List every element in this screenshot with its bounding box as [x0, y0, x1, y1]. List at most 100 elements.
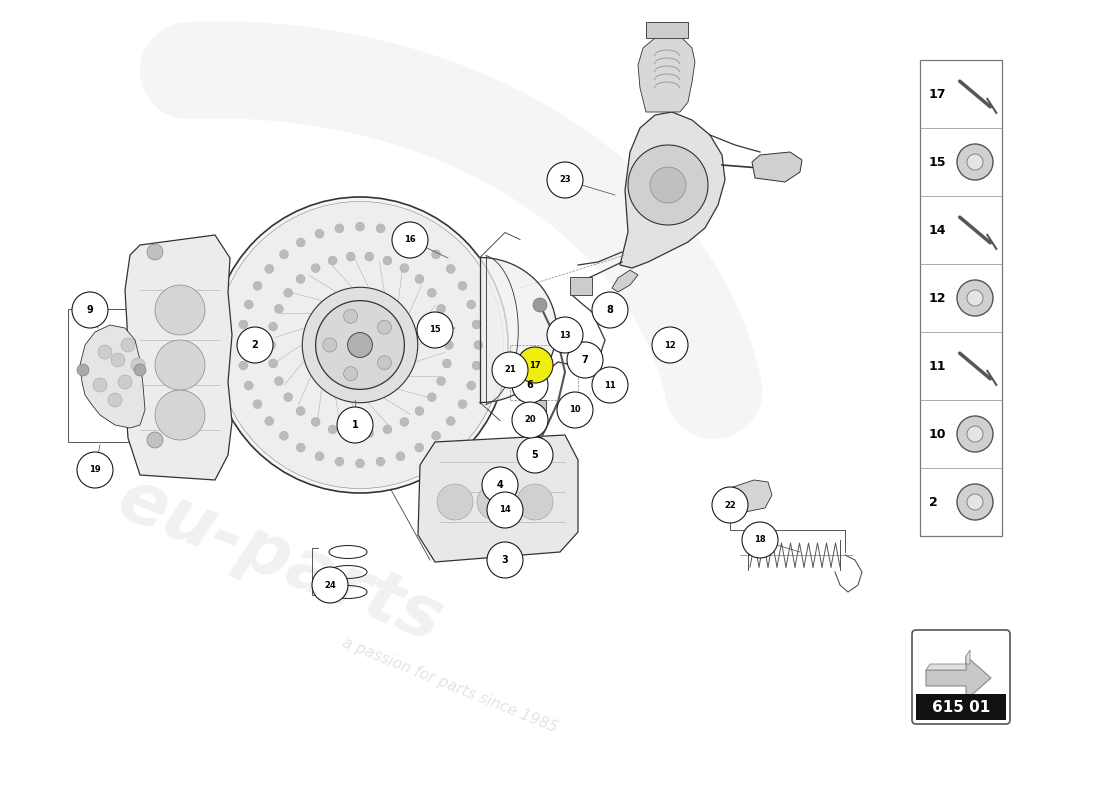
- Polygon shape: [638, 35, 695, 112]
- Circle shape: [268, 322, 277, 331]
- Circle shape: [650, 167, 686, 203]
- Text: 6: 6: [527, 380, 534, 390]
- Text: eu-parts: eu-parts: [108, 463, 452, 657]
- Circle shape: [392, 222, 428, 258]
- Circle shape: [427, 393, 437, 402]
- Circle shape: [415, 443, 424, 452]
- Text: 10: 10: [930, 427, 946, 441]
- Bar: [510, 345, 578, 400]
- Text: 3: 3: [502, 555, 508, 565]
- Text: 1: 1: [352, 420, 359, 430]
- Text: 12: 12: [930, 291, 946, 305]
- Circle shape: [396, 452, 405, 461]
- Circle shape: [525, 448, 539, 462]
- Circle shape: [155, 285, 205, 335]
- Text: 2: 2: [252, 340, 258, 350]
- Circle shape: [302, 287, 418, 402]
- Text: 7: 7: [582, 355, 588, 365]
- Circle shape: [212, 197, 508, 493]
- Circle shape: [458, 282, 468, 290]
- Circle shape: [108, 393, 122, 407]
- Circle shape: [442, 359, 451, 368]
- Circle shape: [437, 484, 473, 520]
- Circle shape: [592, 292, 628, 328]
- Polygon shape: [480, 258, 557, 402]
- Text: 615 01: 615 01: [932, 699, 990, 714]
- Polygon shape: [612, 270, 638, 292]
- Text: 22: 22: [724, 501, 736, 510]
- Circle shape: [72, 292, 108, 328]
- Text: 20: 20: [525, 415, 536, 425]
- Text: 4: 4: [496, 480, 504, 490]
- FancyBboxPatch shape: [912, 630, 1010, 724]
- Circle shape: [296, 406, 305, 415]
- Circle shape: [487, 492, 522, 528]
- Bar: [530, 400, 546, 422]
- Circle shape: [444, 341, 453, 350]
- Circle shape: [266, 341, 276, 350]
- Circle shape: [98, 345, 112, 359]
- Circle shape: [118, 375, 132, 389]
- Circle shape: [77, 364, 89, 376]
- Circle shape: [431, 250, 441, 259]
- Circle shape: [365, 252, 374, 261]
- Text: 10: 10: [569, 406, 581, 414]
- Circle shape: [268, 359, 277, 368]
- Polygon shape: [80, 325, 145, 428]
- Text: 18: 18: [755, 535, 766, 545]
- Circle shape: [474, 341, 483, 350]
- Circle shape: [712, 487, 748, 523]
- Circle shape: [377, 320, 392, 334]
- Circle shape: [472, 361, 481, 370]
- Circle shape: [967, 426, 983, 442]
- Circle shape: [534, 298, 547, 312]
- Text: a passion for parts since 1985: a passion for parts since 1985: [340, 635, 560, 735]
- Text: 15: 15: [930, 155, 946, 169]
- Circle shape: [377, 356, 392, 370]
- Circle shape: [376, 457, 385, 466]
- Circle shape: [557, 392, 593, 428]
- Circle shape: [628, 145, 708, 225]
- Text: 8: 8: [606, 305, 614, 315]
- Text: 13: 13: [559, 330, 571, 339]
- Circle shape: [447, 264, 455, 274]
- Circle shape: [328, 425, 337, 434]
- Circle shape: [458, 400, 468, 409]
- Circle shape: [328, 256, 337, 265]
- Circle shape: [334, 457, 344, 466]
- Circle shape: [296, 443, 306, 452]
- Circle shape: [315, 230, 324, 238]
- Circle shape: [131, 358, 145, 372]
- Polygon shape: [926, 656, 991, 700]
- Circle shape: [592, 367, 628, 403]
- Circle shape: [547, 162, 583, 198]
- Circle shape: [472, 320, 481, 329]
- Text: 17: 17: [529, 361, 541, 370]
- Circle shape: [312, 567, 348, 603]
- Bar: [68, 309, 156, 442]
- Text: 5: 5: [531, 450, 538, 460]
- Text: 9: 9: [87, 305, 94, 315]
- Circle shape: [383, 425, 392, 434]
- Circle shape: [253, 282, 262, 290]
- Circle shape: [311, 263, 320, 273]
- Circle shape: [431, 431, 441, 440]
- Circle shape: [957, 280, 993, 316]
- Circle shape: [417, 312, 453, 348]
- Circle shape: [512, 367, 548, 403]
- Circle shape: [111, 353, 125, 367]
- Circle shape: [311, 418, 320, 426]
- Circle shape: [400, 263, 409, 273]
- Circle shape: [296, 238, 306, 247]
- Circle shape: [121, 338, 135, 352]
- Circle shape: [415, 238, 424, 247]
- Circle shape: [427, 288, 437, 298]
- Circle shape: [967, 494, 983, 510]
- Circle shape: [447, 417, 455, 426]
- Circle shape: [512, 402, 548, 438]
- Circle shape: [492, 352, 528, 388]
- Circle shape: [437, 304, 446, 314]
- Circle shape: [348, 333, 373, 358]
- Polygon shape: [926, 650, 970, 670]
- Circle shape: [343, 366, 358, 381]
